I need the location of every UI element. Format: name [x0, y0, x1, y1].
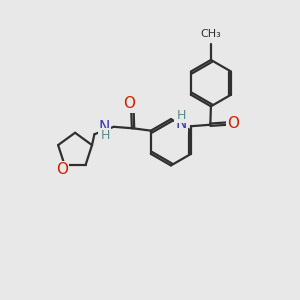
Text: O: O: [227, 116, 239, 131]
Text: O: O: [123, 96, 135, 111]
Text: N: N: [99, 120, 110, 135]
Text: H: H: [101, 129, 110, 142]
Text: O: O: [56, 162, 68, 177]
Text: N: N: [175, 116, 187, 131]
Text: H: H: [177, 109, 187, 122]
Text: CH₃: CH₃: [201, 29, 221, 39]
